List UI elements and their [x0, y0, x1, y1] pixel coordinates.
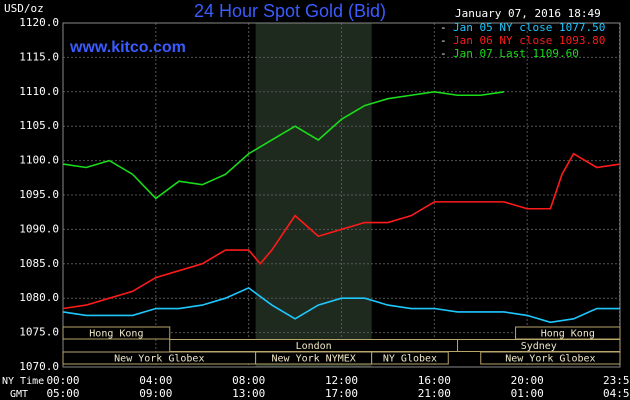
series-line: [62, 152, 621, 310]
y-tick-label: 1115.0: [19, 50, 59, 63]
x-tick-label: 23:59: [603, 374, 630, 387]
session-label: New York Globex: [505, 354, 595, 365]
x-tick-label: 20:00: [511, 374, 544, 387]
x-axis-label: GMT: [10, 389, 28, 400]
legend-entry: Jan 06 NY close 1093.80: [453, 34, 605, 47]
x-tick-label-gmt: 04:59: [603, 387, 630, 400]
session-label: New York NYMEX: [272, 354, 356, 365]
unit-label: USD/oz: [4, 2, 44, 15]
session-label: NY Globex: [383, 354, 437, 365]
y-tick-label: 1095.0: [19, 188, 59, 201]
x-tick-label-gmt: 13:00: [232, 387, 265, 400]
session-label: Hong Kong: [89, 329, 143, 340]
x-tick-label-gmt: 05:00: [46, 387, 79, 400]
series-line: [62, 90, 505, 200]
legend-swatch: -: [440, 47, 447, 60]
x-tick-label-gmt: 17:00: [325, 387, 358, 400]
session-bar: [371, 351, 449, 365]
y-tick-label: 1100.0: [19, 154, 59, 167]
y-tick-label: 1120.0: [19, 16, 59, 29]
y-tick-label: 1085.0: [19, 257, 59, 270]
session-bar: [480, 351, 621, 365]
session-shade: [255, 23, 372, 367]
y-tick-label: 1090.0: [19, 222, 59, 235]
chart-title: 24 Hour Spot Gold (Bid): [194, 1, 386, 21]
x-tick-label-gmt: 01:00: [511, 387, 544, 400]
legend-swatch: -: [440, 34, 447, 47]
x-tick-label: 04:00: [139, 374, 172, 387]
session-label: Hong Kong: [541, 329, 595, 340]
x-axis-label: NY Time: [2, 376, 44, 387]
session-bar: [62, 326, 171, 340]
legend-entry: Jan 05 NY close 1077.50: [453, 21, 605, 34]
x-tick-label: 00:00: [46, 374, 79, 387]
x-tick-label: 12:00: [325, 374, 358, 387]
x-tick-label-gmt: 09:00: [139, 387, 172, 400]
y-tick-label: 1105.0: [19, 119, 59, 132]
x-tick-label: 08:00: [232, 374, 265, 387]
y-tick-label: 1110.0: [19, 85, 59, 98]
y-tick-label: 1070.0: [19, 360, 59, 373]
session-label: London: [296, 341, 332, 352]
session-label: New York Globex: [114, 354, 204, 365]
timestamp: January 07, 2016 18:49: [455, 7, 601, 20]
watermark: www.kitco.com: [69, 39, 186, 56]
series-line: [62, 286, 620, 324]
legend-entry: Jan 07 Last 1109.60: [453, 47, 579, 60]
y-tick-label: 1080.0: [19, 291, 59, 304]
x-tick-label: 16:00: [418, 374, 451, 387]
y-tick-label: 1075.0: [19, 326, 59, 339]
session-label: Sydney: [521, 341, 557, 352]
plot-frame: [62, 22, 621, 368]
legend-swatch: -: [440, 21, 447, 34]
x-tick-label-gmt: 21:00: [418, 387, 451, 400]
